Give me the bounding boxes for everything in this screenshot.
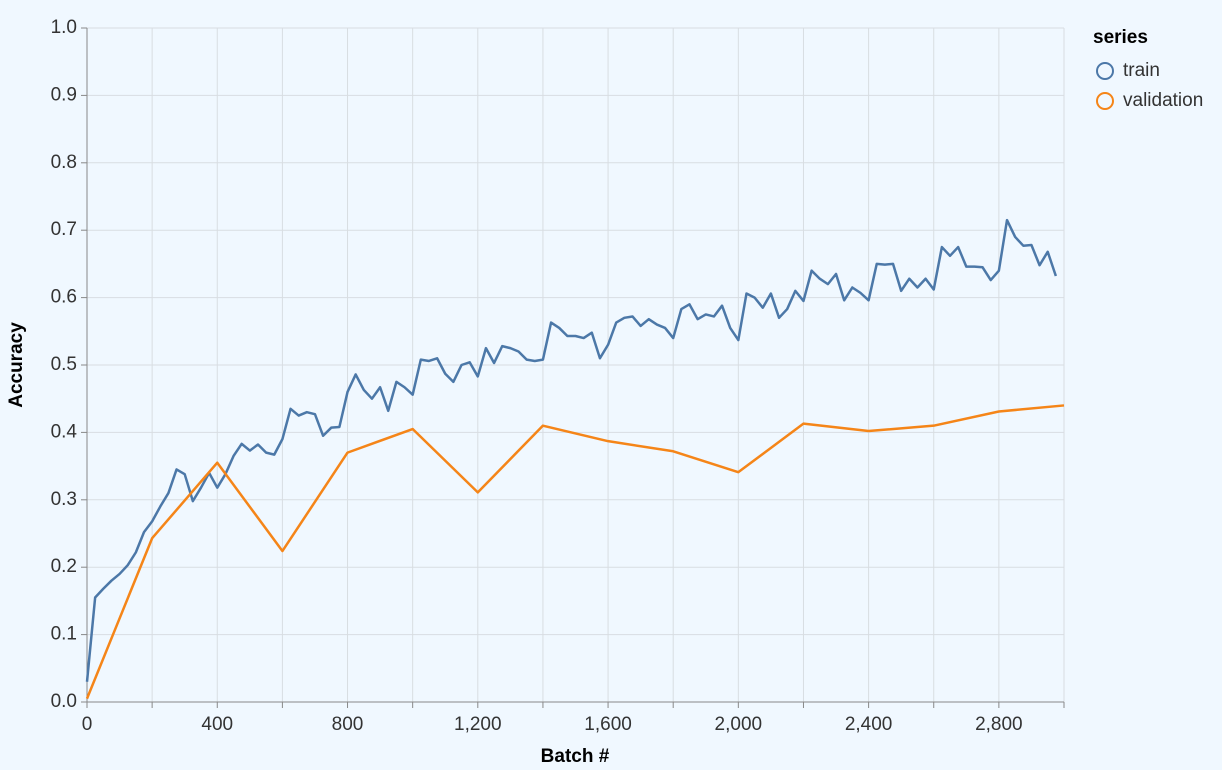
series-line bbox=[85, 218, 1058, 682]
y-tick-label: 0.1 bbox=[51, 624, 77, 645]
legend-label: train bbox=[1123, 60, 1160, 81]
series-line bbox=[85, 404, 1065, 700]
x-tick-label: 1,600 bbox=[584, 714, 632, 735]
y-tick-label: 0.5 bbox=[51, 354, 77, 375]
y-tick-label: 0.0 bbox=[51, 691, 77, 712]
x-axis-title: Batch # bbox=[541, 746, 610, 767]
legend-symbol bbox=[1096, 92, 1114, 110]
x-tick-label: 2,000 bbox=[715, 714, 763, 735]
x-tick-label: 2,800 bbox=[975, 714, 1023, 735]
y-axis-title: Accuracy bbox=[6, 322, 27, 408]
y-tick-label: 0.2 bbox=[51, 556, 77, 577]
y-tick-label: 0.7 bbox=[51, 219, 77, 240]
legend-label: validation bbox=[1123, 90, 1203, 111]
y-tick-label: 0.8 bbox=[51, 152, 77, 173]
x-tick-label: 0 bbox=[82, 714, 93, 735]
y-tick-label: 0.4 bbox=[51, 421, 78, 442]
x-tick-label: 800 bbox=[332, 714, 364, 735]
x-tick-label: 2,400 bbox=[845, 714, 893, 735]
x-tick-label: 400 bbox=[201, 714, 233, 735]
y-tick-label: 0.9 bbox=[51, 84, 77, 105]
y-tick-label: 0.6 bbox=[51, 287, 77, 308]
y-tick-label: 0.3 bbox=[51, 489, 77, 510]
legend-title: series bbox=[1093, 27, 1148, 48]
legend-symbol bbox=[1096, 62, 1114, 80]
x-tick-label: 1,200 bbox=[454, 714, 502, 735]
y-tick-label: 1.0 bbox=[51, 17, 77, 38]
